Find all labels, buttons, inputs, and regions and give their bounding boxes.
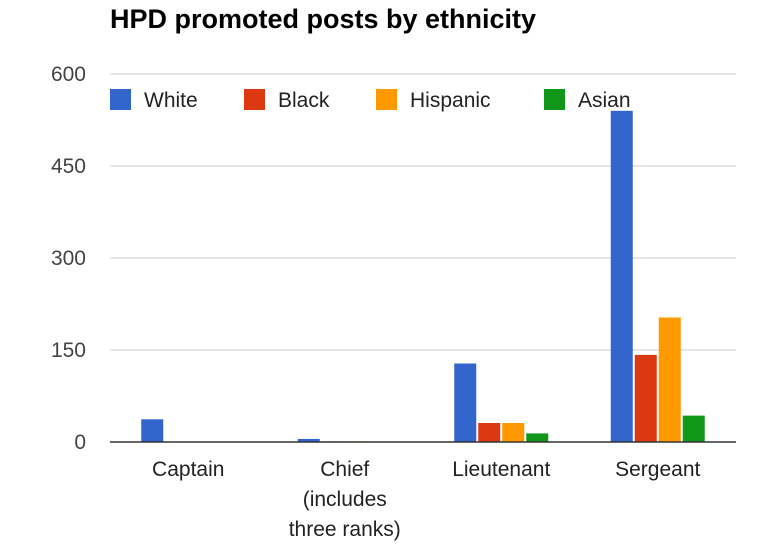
x-tick-label: Chief [320, 458, 369, 481]
legend-label-white: White [144, 89, 198, 112]
y-tick-label: 450 [51, 155, 86, 178]
chart-title: HPD promoted posts by ethnicity [110, 4, 537, 34]
x-tick-label: Captain [152, 458, 224, 481]
x-tick-label: Lieutenant [452, 458, 550, 481]
legend-swatch-black [244, 89, 265, 110]
bar-white-4 [610, 110, 633, 443]
legend-swatch-asian [544, 89, 565, 110]
bar-white-3 [454, 363, 477, 442]
bar-hispanic-3 [502, 422, 525, 442]
bar-hispanic-4 [658, 317, 681, 442]
y-tick-label: 600 [51, 63, 86, 86]
legend-swatch-hispanic [376, 89, 397, 110]
legend-label-black: Black [278, 89, 330, 112]
bar-white-1 [141, 419, 164, 442]
y-tick-label: 0 [74, 431, 86, 454]
bar-black-3 [478, 422, 501, 442]
bar-asian-4 [682, 415, 705, 442]
x-tick-label: Sergeant [615, 458, 700, 481]
bar-black-4 [634, 354, 657, 442]
legend-swatch-white [110, 89, 131, 110]
legend-label-asian: Asian [578, 89, 631, 112]
bar-asian-3 [526, 433, 549, 442]
bar-white-2 [297, 438, 320, 442]
y-tick-label: 150 [51, 339, 86, 362]
y-tick-label: 300 [51, 247, 86, 270]
x-tick-label: three ranks) [289, 518, 401, 541]
x-tick-label: (includes [303, 488, 387, 511]
legend-label-hispanic: Hispanic [410, 89, 491, 112]
